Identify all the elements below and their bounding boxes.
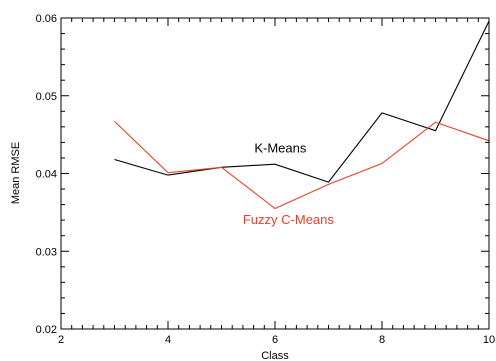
fuzzy-c-means-series-line	[114, 121, 490, 210]
x-tick-label: 6	[272, 334, 278, 346]
y-tick-label: 0.02	[36, 324, 57, 336]
series-annotations: K-Means Fuzzy C-Means	[243, 141, 335, 228]
x-tick-label: 8	[379, 334, 385, 346]
plot-frame	[60, 17, 490, 330]
fuzzy-c-means-label: Fuzzy C-Means	[243, 212, 335, 227]
y-tick-label: 0.06	[36, 13, 57, 25]
x-tick-label: 2	[58, 334, 64, 346]
y-axis-title: Mean RMSE	[10, 142, 22, 204]
k-means-series-line	[114, 20, 490, 183]
axis-tick-labels: 2 4 6 8 10 0.02 0.03 0.04 0.05 0.06	[36, 13, 496, 346]
series-layer	[114, 20, 490, 210]
y-tick-label: 0.03	[36, 246, 57, 258]
x-axis-title: Class	[261, 350, 289, 361]
x-tick-label: 4	[165, 334, 171, 346]
y-tick-label: 0.04	[36, 169, 57, 181]
k-means-label: K-Means	[254, 141, 307, 156]
y-tick-label: 0.05	[36, 91, 57, 103]
x-tick-label: 10	[483, 334, 495, 346]
axis-ticks	[60, 17, 490, 330]
